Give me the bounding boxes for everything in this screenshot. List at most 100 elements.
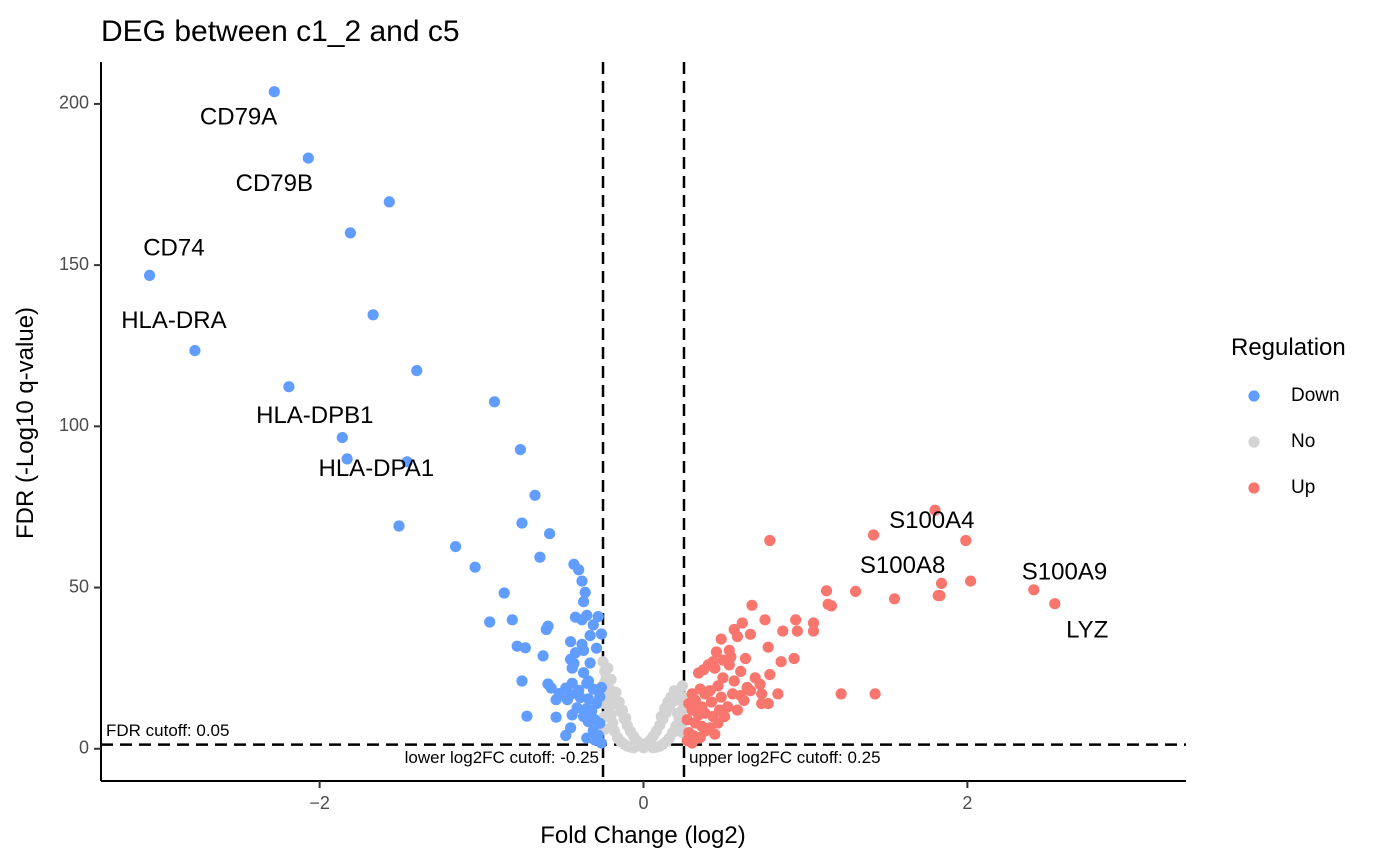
- point-down: [561, 694, 574, 706]
- point-down: [576, 614, 588, 626]
- point-up: [965, 575, 977, 587]
- point-down: [566, 709, 578, 721]
- point-no: [602, 662, 614, 674]
- point-up: [709, 662, 721, 674]
- point-up: [764, 534, 776, 547]
- point-no: [668, 685, 680, 697]
- point-down: [534, 551, 546, 563]
- gene-label-cd79a: CD79A: [200, 104, 277, 131]
- legend-label-down: Down: [1291, 385, 1340, 406]
- point-up: [731, 704, 744, 716]
- point-up: [835, 688, 847, 700]
- legend-key-up: [1248, 482, 1260, 494]
- point-cd79b: [302, 152, 314, 164]
- x-tick-label: −2: [309, 793, 330, 813]
- point-up: [756, 688, 768, 700]
- point-lyz: [1049, 598, 1061, 610]
- y-axis-title: FDR (-Log10 q-value): [12, 307, 39, 539]
- point-up: [722, 701, 734, 713]
- point-up: [790, 614, 802, 626]
- point-up: [715, 633, 727, 645]
- point-down: [519, 642, 531, 654]
- point-up: [712, 680, 724, 692]
- point-down: [576, 575, 588, 587]
- point-down: [488, 396, 501, 408]
- x-axis-title: Fold Change (log2): [540, 822, 745, 849]
- point-up: [744, 685, 757, 697]
- legend-title: Regulation: [1231, 334, 1346, 361]
- point-down: [537, 650, 549, 662]
- point-up: [694, 683, 706, 695]
- point-no: [676, 680, 689, 692]
- legend-label-up: Up: [1291, 477, 1315, 498]
- point-no: [610, 686, 622, 698]
- point-s100a9: [1028, 584, 1040, 596]
- point-up: [788, 652, 800, 665]
- point-hla-dra: [189, 345, 201, 357]
- point-up: [738, 694, 750, 707]
- point-down: [411, 365, 423, 377]
- point-hla-dpb1: [283, 381, 295, 393]
- point-up: [791, 625, 803, 637]
- point-down: [484, 616, 496, 628]
- point-s100a4: [867, 529, 880, 541]
- point-up: [850, 585, 862, 598]
- point-down: [529, 489, 541, 501]
- x-tick-label: 0: [638, 793, 648, 813]
- point-no: [637, 742, 650, 754]
- point-cd74: [144, 269, 156, 281]
- point-down: [550, 694, 562, 706]
- point-down: [469, 561, 481, 573]
- point-up: [715, 691, 727, 703]
- point-down: [584, 657, 596, 669]
- point-down: [592, 611, 604, 623]
- axes: −2 0 2 0 50 100 150 200: [59, 62, 1186, 813]
- point-up: [888, 593, 901, 605]
- point-up: [869, 688, 881, 700]
- point-no: [605, 673, 617, 686]
- point-up: [686, 737, 698, 749]
- point-down: [586, 705, 598, 717]
- point-up: [718, 710, 731, 723]
- gene-label-s100a4: S100A4: [889, 507, 974, 534]
- point-down: [550, 711, 562, 723]
- point-up: [728, 675, 740, 687]
- point-down: [594, 717, 606, 729]
- point-down: [383, 196, 395, 208]
- legend-label-no: No: [1291, 431, 1315, 452]
- point-up: [739, 652, 752, 665]
- point-down: [506, 614, 518, 626]
- gene-label-s100a9: S100A9: [1022, 558, 1107, 585]
- point-down: [578, 667, 590, 679]
- lower-log2fc-cutoff-label: lower log2FC cutoff: -0.25: [405, 748, 599, 767]
- point-cd79a: [268, 86, 280, 98]
- point-down: [344, 227, 356, 239]
- fdr-cutoff-label: FDR cutoff: 0.05: [106, 721, 229, 740]
- point-hla-dpa1: [341, 453, 353, 465]
- point-down: [582, 693, 595, 705]
- point-up: [693, 667, 705, 679]
- gene-label-s100a8: S100A8: [860, 552, 945, 579]
- point-s100a8: [932, 590, 944, 602]
- point-up: [764, 669, 776, 681]
- gene-label-hla-dpb1: HLA-DPB1: [256, 402, 373, 429]
- point-up: [759, 614, 771, 626]
- point-no: [671, 707, 684, 719]
- upper-log2fc-cutoff-label: upper log2FC cutoff: 0.25: [689, 748, 881, 767]
- legend: Regulation Down No Up: [1231, 334, 1346, 498]
- point-up: [775, 656, 787, 668]
- gene-label-lyz: LYZ: [1066, 616, 1108, 643]
- point-down: [521, 710, 533, 722]
- point-down: [595, 681, 608, 694]
- point-up: [807, 625, 820, 637]
- point-up: [772, 688, 784, 700]
- point-up: [710, 646, 723, 658]
- point-up: [777, 625, 789, 637]
- point-down: [514, 444, 527, 456]
- point-up: [756, 698, 768, 710]
- y-tick-label: 50: [69, 576, 89, 596]
- point-down: [584, 630, 596, 642]
- point-up: [807, 617, 820, 629]
- point-down: [595, 737, 608, 749]
